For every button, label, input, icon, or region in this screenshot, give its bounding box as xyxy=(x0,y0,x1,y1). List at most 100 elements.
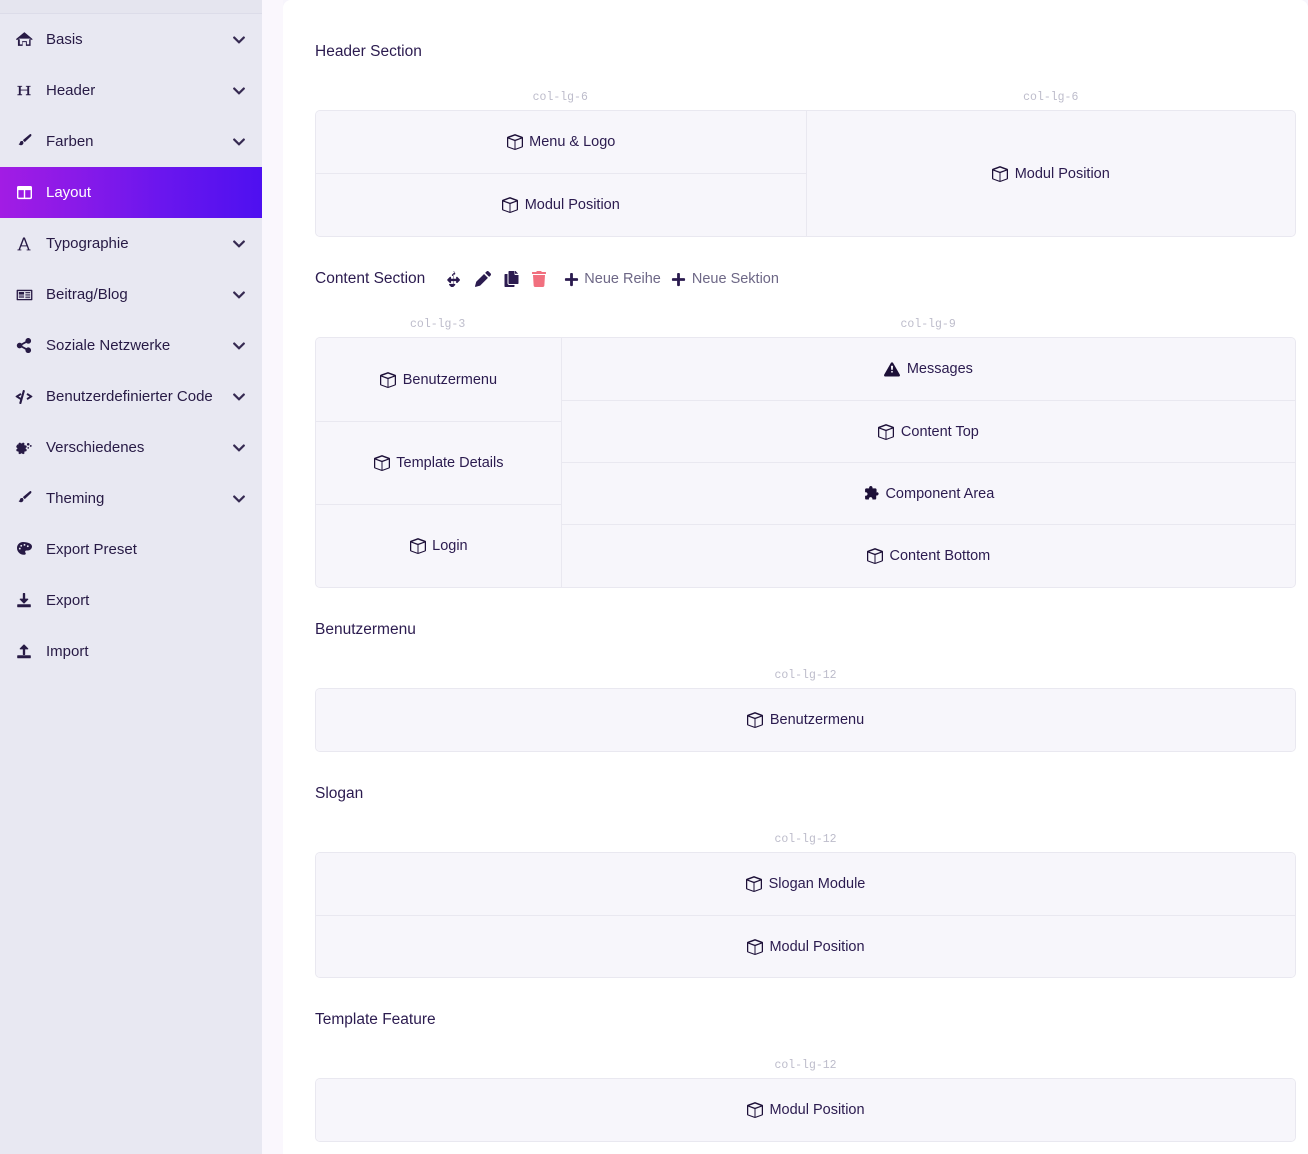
sidebar-item-label: Export xyxy=(46,592,90,609)
puzzle-piece-icon xyxy=(862,485,880,502)
plus-icon xyxy=(671,271,687,287)
layout-section: Benutzermenu col-lg-12 Benutzermenu xyxy=(315,618,1296,782)
layout-cell[interactable]: Template Details xyxy=(316,421,561,504)
layout-cell-label: Login xyxy=(432,538,468,554)
column-width-label: col-lg-12 xyxy=(774,669,837,682)
cube-icon xyxy=(992,165,1009,182)
chevron-down-icon xyxy=(232,135,246,149)
cube-icon xyxy=(746,938,763,955)
sidebar-item-label: Verschiedenes xyxy=(46,439,145,456)
section-header: Slogan xyxy=(315,782,1296,806)
letter-a-icon xyxy=(12,236,36,251)
cube-icon xyxy=(878,423,895,440)
column-labels: col-lg-12 xyxy=(315,666,1296,688)
sidebar-item-label: Basis xyxy=(46,31,83,48)
layout-cell[interactable]: Login xyxy=(316,504,561,587)
cube-icon xyxy=(746,876,763,893)
sidebar-item-typographie[interactable]: Typographie xyxy=(0,218,262,269)
article-icon xyxy=(12,288,36,302)
chevron-down-icon xyxy=(232,84,246,98)
layout-cell[interactable]: Menu & Logo xyxy=(316,111,806,173)
layout-cell-label: Modul Position xyxy=(524,196,620,213)
brush-icon xyxy=(12,134,36,149)
sidebar-item-layout[interactable]: Layout xyxy=(0,167,262,218)
home-icon xyxy=(12,32,36,47)
layout-section: Slogan col-lg-12 Slogan Module Modul Positi… xyxy=(315,782,1296,1008)
chevron-down-icon xyxy=(232,237,246,251)
chevron-down-icon xyxy=(232,339,246,353)
code-brackets-icon xyxy=(12,389,36,404)
layout-cell[interactable]: Slogan Module xyxy=(316,853,1295,915)
sidebar-item-import[interactable]: Import xyxy=(0,626,262,677)
sidebar-item-label: Layout xyxy=(46,184,92,201)
edit-section-button[interactable] xyxy=(469,268,497,290)
sidebar-nav: Basis Header Farben Layout Typographie Beitra… xyxy=(0,14,262,677)
cube-icon xyxy=(867,548,884,565)
column-labels: col-lg-12 xyxy=(315,1056,1296,1078)
new-row-button[interactable]: Neue Reihe xyxy=(563,271,661,287)
sidebar-item-basis[interactable]: Basis xyxy=(0,14,262,65)
main-content-card: Header Section col-lg-6 col-lg-6 Menu & Log… xyxy=(283,0,1308,1154)
layout-section: Template Feature col-lg-12 Modul Position xyxy=(315,1008,1296,1154)
layout-cell[interactable]: Content Bottom xyxy=(561,524,1295,587)
sidebar-item-export-preset[interactable]: Export Preset xyxy=(0,524,262,575)
layout-grid: Benutzermenu Template Details Login Message… xyxy=(315,337,1296,588)
sidebar-item-label: Export Preset xyxy=(46,541,137,558)
layout-gutter xyxy=(262,0,283,1154)
sidebar-item-soziale-netzwerke[interactable]: Soziale Netzwerke xyxy=(0,320,262,371)
section-header: Header Section xyxy=(315,40,1296,64)
layout-columns-icon xyxy=(12,185,36,200)
layout-cell-label: Benutzermenu xyxy=(769,712,865,728)
layout-cell[interactable]: Messages xyxy=(562,338,1295,400)
gears-icon xyxy=(12,440,36,455)
chevron-down-icon xyxy=(232,33,246,47)
sidebar: Basis Header Farben Layout Typographie Beitra… xyxy=(0,0,262,1154)
section-title: Header Section xyxy=(315,43,422,60)
layout-cell[interactable]: Benutzermenu xyxy=(316,338,561,421)
layout-cell[interactable]: Component Area xyxy=(561,462,1295,524)
layout-cell-label: Modul Position xyxy=(769,1102,865,1118)
layout-section: Header Section col-lg-6 col-lg-6 Menu & Log… xyxy=(315,40,1296,267)
layout-column: Slogan Module Modul Position xyxy=(316,853,1295,977)
brush-icon xyxy=(12,491,36,506)
chevron-down-icon xyxy=(232,288,246,302)
sidebar-item-benutzerdefinierter-code[interactable]: Benutzerdefinierter Code xyxy=(0,371,262,422)
sidebar-item-header[interactable]: Header xyxy=(0,65,262,116)
delete-section-button[interactable] xyxy=(525,268,553,290)
layout-cell-label: Content Bottom xyxy=(889,548,991,564)
sidebar-item-farben[interactable]: Farben xyxy=(0,116,262,167)
layout-cell[interactable]: Modul Position xyxy=(316,173,806,235)
share-nodes-icon xyxy=(12,338,36,353)
section-title: Content Section xyxy=(315,270,426,287)
sidebar-item-verschiedenes[interactable]: Verschiedenes xyxy=(0,422,262,473)
section-header: Content Section Neue Reihe Neue Sektion xyxy=(315,267,1296,291)
move-section-button[interactable] xyxy=(441,268,469,290)
layout-cell-label: Slogan Module xyxy=(768,876,866,892)
layout-cell-label: Template Details xyxy=(396,455,504,471)
layout-cell-label: Messages xyxy=(906,361,973,377)
sidebar-top-divider xyxy=(0,0,262,14)
layout-cell[interactable]: Modul Position xyxy=(316,915,1295,977)
layout-cell-label: Menu & Logo xyxy=(529,134,616,150)
layout-cell[interactable]: Modul Position xyxy=(316,1079,1295,1141)
new-section-button[interactable]: Neue Sektion xyxy=(671,271,779,287)
sidebar-item-beitrag-blog[interactable]: Beitrag/Blog xyxy=(0,269,262,320)
section-header: Template Feature xyxy=(315,1008,1296,1032)
heading-h-icon xyxy=(12,83,36,98)
layout-cell-label: Component Area xyxy=(885,485,995,502)
layout-cell-label: Benutzermenu xyxy=(402,371,498,388)
cube-icon xyxy=(747,712,764,729)
layout-cell[interactable]: Modul Position xyxy=(807,111,1296,236)
duplicate-section-button[interactable] xyxy=(497,268,525,290)
sidebar-item-export[interactable]: Export xyxy=(0,575,262,626)
chevron-down-icon xyxy=(232,492,246,506)
sidebar-item-theming[interactable]: Theming xyxy=(0,473,262,524)
cube-icon xyxy=(373,455,390,472)
sidebar-item-label: Import xyxy=(46,643,89,660)
sidebar-item-label: Typographie xyxy=(46,235,129,252)
layout-cell[interactable]: Benutzermenu xyxy=(316,689,1295,751)
layout-cell[interactable]: Content Top xyxy=(561,400,1295,462)
section-toolbar: Neue Reihe Neue Sektion xyxy=(441,268,779,290)
layout-grid: Slogan Module Modul Position xyxy=(315,852,1296,978)
column-width-label: col-lg-12 xyxy=(774,1059,837,1072)
